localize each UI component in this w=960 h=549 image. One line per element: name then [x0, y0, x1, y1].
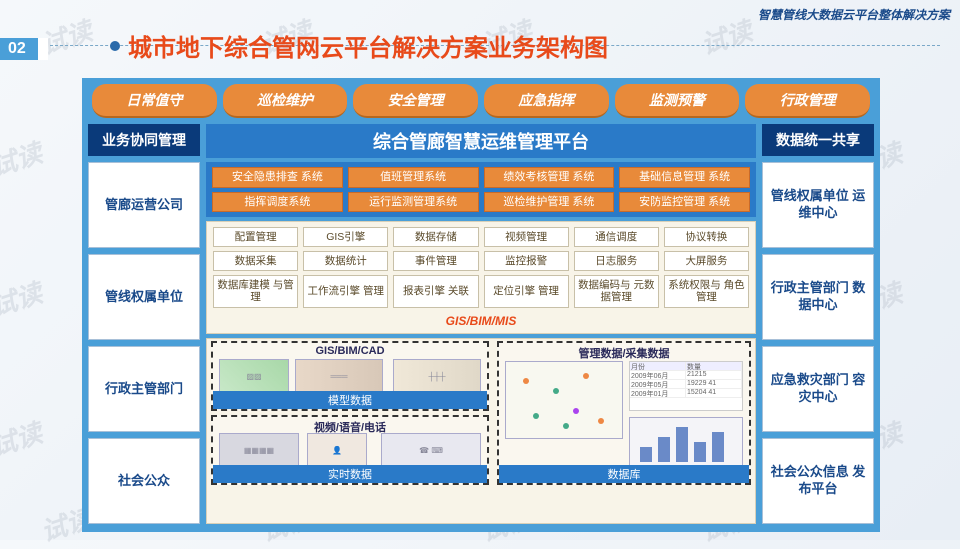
module-box: 定位引擎 管理 — [484, 275, 569, 307]
system-box: 绩效考核管理 系统 — [484, 167, 615, 188]
td: 2009年05月 — [630, 380, 686, 388]
data-source-box: 视频/语音/电话 ▦▦▦▦ 👤 ☎ ⌨ 实时数据 — [211, 415, 489, 485]
td: 2009年06月 — [630, 371, 686, 379]
module-box: 数据统计 — [303, 251, 388, 271]
module-box: 日志服务 — [574, 251, 659, 271]
watermark: 试读 — [0, 273, 46, 324]
layer-systems: 安全隐患排查 系统 值班管理系统 绩效考核管理 系统 基础信息管理 系统 指挥调… — [206, 162, 756, 217]
thumbnail-icon: ▨▨ — [219, 359, 289, 395]
module-box: 通信调度 — [574, 227, 659, 247]
layer-modules: 配置管理 GIS引擎 数据存储 视频管理 通信调度 协议转换 数据采集 数据统计… — [206, 221, 756, 333]
thumbnail-icon: ═══ — [295, 359, 383, 395]
left-box: 管廊运营公司 — [88, 162, 200, 248]
watermark: 试读 — [0, 133, 46, 184]
chart-thumbnail-icon — [629, 417, 743, 467]
pill: 巡检维护 — [223, 84, 348, 118]
watermark: 试读 — [0, 413, 46, 464]
left-box: 管线权属单位 — [88, 254, 200, 340]
left-box: 行政主管部门 — [88, 346, 200, 432]
module-box: 数据编码与 元数据管理 — [574, 275, 659, 307]
center-column: 综合管廊智慧运维管理平台 安全隐患排查 系统 值班管理系统 绩效考核管理 系统 … — [206, 124, 756, 524]
box-title: GIS/BIM/CAD — [213, 345, 487, 357]
module-box: 工作流引擎 管理 — [303, 275, 388, 307]
table-thumbnail: 月份数量 2009年06月21215 2009年05月19229 41 2009… — [629, 361, 743, 411]
right-heading: 数据统一共享 — [762, 124, 874, 156]
pill: 监测预警 — [615, 84, 740, 118]
left-box: 社会公众 — [88, 438, 200, 524]
system-box: 安全隐患排查 系统 — [212, 167, 343, 188]
system-box: 巡检维护管理 系统 — [484, 192, 615, 213]
system-box: 运行监测管理系统 — [348, 192, 479, 213]
doc-title: 智慧管线大数据云平台整体解决方案 — [758, 6, 950, 23]
module-box: 系统权限与 角色管理 — [664, 275, 749, 307]
box-label: 模型数据 — [213, 391, 487, 409]
module-box: 大屏服务 — [664, 251, 749, 271]
module-box: 报表引擎 关联 — [393, 275, 478, 307]
map-thumbnail-icon — [505, 361, 623, 439]
thumbnail-icon: 👤 — [307, 433, 367, 469]
right-box: 社会公众信息 发布平台 — [762, 438, 874, 524]
top-pill-row: 日常值守 巡检维护 安全管理 应急指挥 监测预警 行政管理 — [88, 84, 874, 118]
left-column: 业务协同管理 管廊运营公司 管线权属单位 行政主管部门 社会公众 — [88, 124, 200, 524]
module-box: 事件管理 — [393, 251, 478, 271]
system-box: 基础信息管理 系统 — [619, 167, 750, 188]
module-box: 配置管理 — [213, 227, 298, 247]
layer-data-sources: GIS/BIM/CAD ▨▨ ═══ ┼┼┼ 模型数据 视频/语音/电话 ▦▦▦… — [206, 338, 756, 524]
module-box: 数据库建模 与管理 — [213, 275, 298, 307]
module-box: GIS引擎 — [303, 227, 388, 247]
diagram-canvas: 日常值守 巡检维护 安全管理 应急指挥 监测预警 行政管理 业务协同管理 管廊运… — [82, 78, 880, 532]
system-box: 值班管理系统 — [348, 167, 479, 188]
title-bullet-icon — [110, 41, 120, 51]
th: 数量 — [686, 362, 742, 370]
td: 15204 41 — [686, 389, 742, 397]
module-box: 监控报警 — [484, 251, 569, 271]
td: 2009年01月 — [630, 389, 686, 397]
th: 月份 — [630, 362, 686, 370]
data-source-box: 管理数据/采集数据 月份数量 2009年06月21215 2009年05月192… — [497, 341, 751, 485]
pill: 日常值守 — [92, 84, 217, 118]
box-title: 管理数据/采集数据 — [499, 345, 749, 361]
gis-footer: GIS/BIM/MIS — [213, 312, 749, 328]
module-box: 视频管理 — [484, 227, 569, 247]
watermark: 试读 — [696, 11, 757, 62]
td: 19229 41 — [686, 380, 742, 388]
system-box: 安防监控管理 系统 — [619, 192, 750, 213]
data-source-box: GIS/BIM/CAD ▨▨ ═══ ┼┼┼ 模型数据 — [211, 341, 489, 411]
right-box: 行政主管部门 数据中心 — [762, 254, 874, 340]
thumbnail-icon: ┼┼┼ — [393, 359, 481, 395]
td: 21215 — [686, 371, 742, 379]
right-box: 管线权属单位 运维中心 — [762, 162, 874, 248]
module-box: 协议转换 — [664, 227, 749, 247]
left-heading: 业务协同管理 — [88, 124, 200, 156]
pill: 行政管理 — [745, 84, 870, 118]
system-box: 指挥调度系统 — [212, 192, 343, 213]
slide-number: 02 — [0, 38, 48, 60]
module-box: 数据采集 — [213, 251, 298, 271]
box-label: 数据库 — [499, 465, 749, 483]
thumbnail-icon: ▦▦▦▦ — [219, 433, 299, 469]
right-box: 应急救灾部门 容灾中心 — [762, 346, 874, 432]
right-column: 数据统一共享 管线权属单位 运维中心 行政主管部门 数据中心 应急救灾部门 容灾… — [762, 124, 874, 524]
box-label: 实时数据 — [213, 465, 487, 483]
thumbnail-icon: ☎ ⌨ — [381, 433, 481, 469]
page-title: 城市地下综合管网云平台解决方案业务架构图 — [128, 28, 608, 63]
pill: 应急指挥 — [484, 84, 609, 118]
module-box: 数据存储 — [393, 227, 478, 247]
pill: 安全管理 — [353, 84, 478, 118]
center-title: 综合管廊智慧运维管理平台 — [206, 124, 756, 158]
